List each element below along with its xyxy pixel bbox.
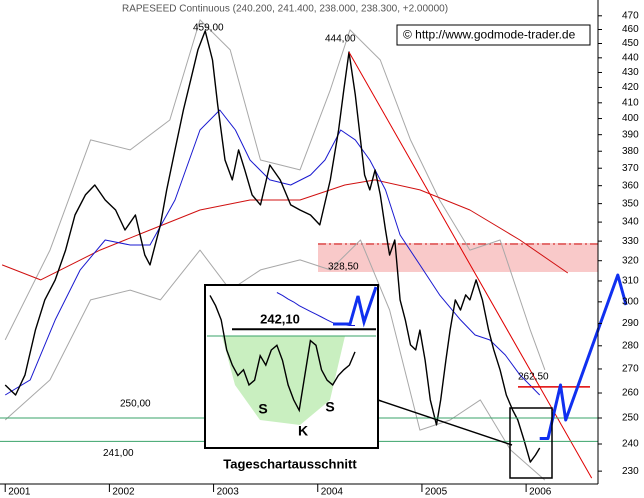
level-label: 250,00 (120, 399, 151, 410)
y-tick-label: 350 (622, 198, 639, 209)
x-tick-label: 2003 (217, 487, 240, 498)
level-label: 262,50 (518, 372, 549, 383)
y-tick-label: 410 (622, 97, 639, 108)
y-tick-label: 320 (622, 255, 639, 266)
peak-label: 459,00 (193, 23, 224, 34)
series-line (348, 51, 593, 479)
series-line (4, 109, 541, 396)
y-tick-label: 390 (622, 129, 639, 140)
pattern-mark: K (298, 423, 308, 439)
overlay: 328,50 250,00 241,00 262,50 459,00 444,00 242,… (103, 23, 628, 479)
inset-projection (333, 286, 378, 328)
y-tick-label: 450 (622, 38, 639, 49)
x-tick-label: 2005 (425, 487, 448, 498)
inset-price (209, 295, 356, 413)
peak-label: 444,00 (325, 34, 356, 45)
y-tick-label: 430 (622, 67, 639, 78)
inset-caption: Tageschartausschnitt (223, 456, 357, 471)
y-tick-label: 300 (622, 296, 639, 307)
y-tick-label: 260 (622, 388, 639, 399)
x-tick-label: 2002 (112, 487, 135, 498)
y-tick-label: 440 (622, 52, 639, 63)
zone-label: 328,50 (328, 262, 359, 273)
pattern-mark: S (258, 401, 267, 417)
y-tick-label: 340 (622, 217, 639, 228)
y-tick-label: 460 (622, 24, 639, 35)
price-line (4, 30, 541, 463)
x-tick-label: 2001 (8, 487, 31, 498)
y-tick-label: 400 (622, 113, 639, 124)
y-tick-label: 330 (622, 236, 639, 247)
y-tick-label: 230 (622, 466, 639, 477)
y-tick-label: 370 (622, 163, 639, 174)
y-tick-label: 420 (622, 82, 639, 93)
chart-title: RAPESEED Continuous (240.200, 241.400, 2… (122, 4, 448, 15)
series-line (4, 239, 546, 481)
series-line (4, 19, 546, 371)
y-tick-label: 470 (622, 10, 639, 21)
y-tick-label: 270 (622, 364, 639, 375)
source: © http://www.godmode-trader.de (403, 28, 576, 42)
zoom-box (509, 407, 553, 479)
connector (377, 399, 513, 446)
y-tick-label: 280 (622, 340, 639, 351)
y-tick-label: 250 (622, 413, 639, 424)
y-tick-label: 240 (622, 439, 639, 450)
source-box (396, 24, 591, 46)
resistance-zone (318, 243, 598, 272)
y-tick-label: 310 (622, 276, 639, 287)
y-tick-label: 360 (622, 180, 639, 191)
level-label: 241,00 (103, 448, 134, 459)
y-tick-label: 290 (622, 318, 639, 329)
x-tick-label: 2004 (321, 487, 344, 498)
x-tick-label: 2006 (529, 487, 552, 498)
pattern-mark: S (325, 399, 334, 415)
y-tick-label: 380 (622, 146, 639, 157)
series-line (1, 179, 569, 281)
series-line (539, 273, 628, 440)
inset-shading (222, 336, 345, 425)
inset-level-label: 242,10 (260, 312, 300, 327)
